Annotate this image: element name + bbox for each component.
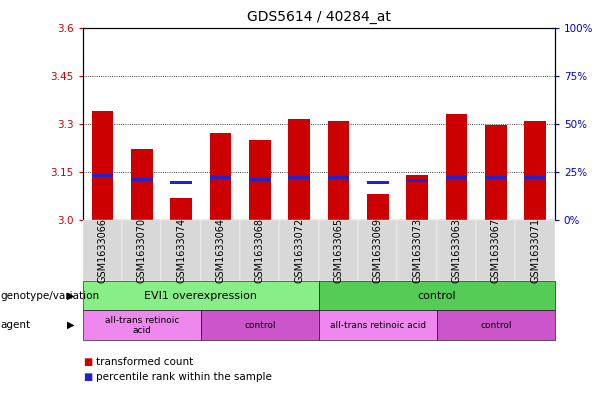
Bar xyxy=(406,179,428,182)
Text: EVI1 overexpression: EVI1 overexpression xyxy=(144,291,257,301)
Text: ▶: ▶ xyxy=(67,291,74,301)
Bar xyxy=(288,176,310,179)
Bar xyxy=(485,176,506,179)
Bar xyxy=(170,198,192,220)
Text: GSM1633069: GSM1633069 xyxy=(373,218,383,283)
Text: control: control xyxy=(480,321,511,330)
Bar xyxy=(327,176,349,179)
Text: GSM1633064: GSM1633064 xyxy=(215,218,226,283)
Text: ■: ■ xyxy=(83,372,92,382)
Bar xyxy=(524,121,546,220)
Text: genotype/variation: genotype/variation xyxy=(1,291,100,301)
Bar xyxy=(249,140,270,220)
Text: transformed count: transformed count xyxy=(96,356,194,367)
Text: GSM1633066: GSM1633066 xyxy=(97,218,107,283)
Text: GSM1633072: GSM1633072 xyxy=(294,218,304,283)
Title: GDS5614 / 40284_at: GDS5614 / 40284_at xyxy=(247,10,390,24)
Text: GSM1633070: GSM1633070 xyxy=(137,218,147,283)
Bar xyxy=(446,114,467,220)
Bar xyxy=(406,175,428,220)
Bar xyxy=(91,174,113,177)
Bar xyxy=(288,119,310,220)
Bar xyxy=(367,195,389,220)
Bar xyxy=(170,181,192,184)
Bar xyxy=(367,181,389,184)
Bar xyxy=(327,121,349,220)
Text: control: control xyxy=(417,291,456,301)
Text: GSM1633071: GSM1633071 xyxy=(530,218,540,283)
Text: control: control xyxy=(244,321,275,330)
Bar xyxy=(131,149,153,220)
Text: GSM1633074: GSM1633074 xyxy=(176,218,186,283)
Bar xyxy=(485,125,506,220)
Bar xyxy=(249,178,270,181)
Bar xyxy=(210,176,231,179)
Text: ■: ■ xyxy=(83,356,92,367)
Text: all-trans retinoic acid: all-trans retinoic acid xyxy=(330,321,426,330)
Text: percentile rank within the sample: percentile rank within the sample xyxy=(96,372,272,382)
Text: GSM1633073: GSM1633073 xyxy=(412,218,422,283)
Bar xyxy=(446,176,467,179)
Text: GSM1633067: GSM1633067 xyxy=(491,218,501,283)
Text: GSM1633068: GSM1633068 xyxy=(255,218,265,283)
Bar xyxy=(131,178,153,181)
Text: GSM1633065: GSM1633065 xyxy=(333,218,343,283)
Text: agent: agent xyxy=(1,320,31,330)
Text: GSM1633063: GSM1633063 xyxy=(451,218,462,283)
Bar xyxy=(210,133,231,220)
Text: all-trans retinoic
acid: all-trans retinoic acid xyxy=(105,316,179,335)
Bar xyxy=(91,111,113,220)
Text: ▶: ▶ xyxy=(67,320,74,330)
Bar xyxy=(524,176,546,179)
